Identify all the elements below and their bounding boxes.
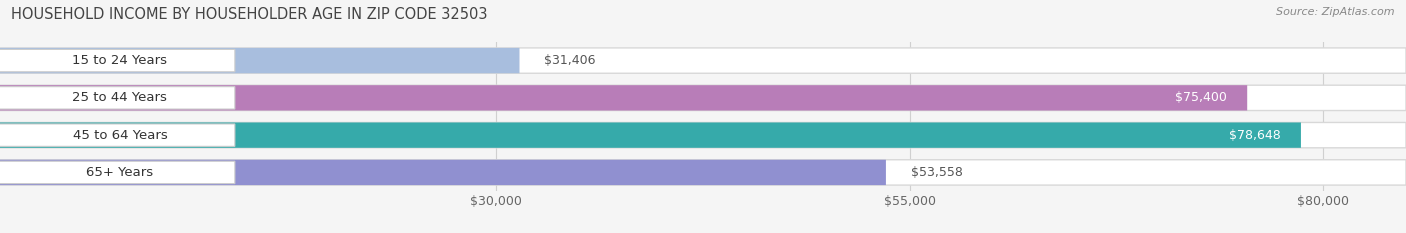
FancyBboxPatch shape [0,123,1301,148]
FancyBboxPatch shape [0,85,1406,110]
FancyBboxPatch shape [0,48,1406,73]
Text: $53,558: $53,558 [911,166,963,179]
FancyBboxPatch shape [0,160,1406,185]
Text: $75,400: $75,400 [1175,91,1227,104]
FancyBboxPatch shape [0,161,235,184]
Text: $31,406: $31,406 [544,54,596,67]
FancyBboxPatch shape [0,48,519,73]
FancyBboxPatch shape [0,87,235,109]
FancyBboxPatch shape [0,124,235,146]
FancyBboxPatch shape [0,123,1406,148]
FancyBboxPatch shape [0,160,886,185]
Text: HOUSEHOLD INCOME BY HOUSEHOLDER AGE IN ZIP CODE 32503: HOUSEHOLD INCOME BY HOUSEHOLDER AGE IN Z… [11,7,488,22]
Text: Source: ZipAtlas.com: Source: ZipAtlas.com [1277,7,1395,17]
FancyBboxPatch shape [0,85,1247,110]
Text: 15 to 24 Years: 15 to 24 Years [73,54,167,67]
Text: $78,648: $78,648 [1229,129,1281,142]
Text: 45 to 64 Years: 45 to 64 Years [73,129,167,142]
Text: 65+ Years: 65+ Years [86,166,153,179]
FancyBboxPatch shape [0,49,235,72]
Text: 25 to 44 Years: 25 to 44 Years [73,91,167,104]
